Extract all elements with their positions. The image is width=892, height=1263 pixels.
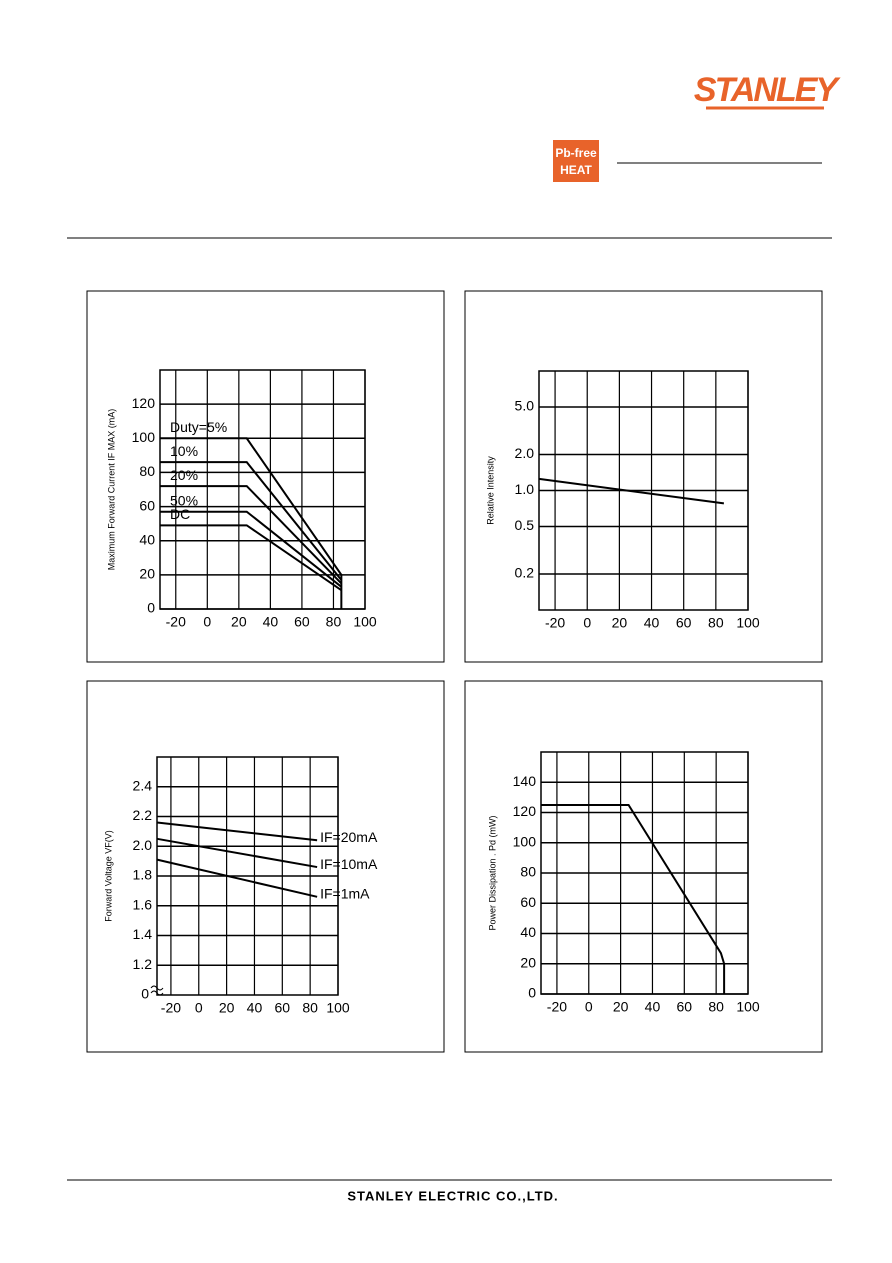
footer: STANLEY ELECTRIC CO.,LTD. <box>347 1188 558 1203</box>
series-label: IF=20mA <box>320 829 378 845</box>
x-tick-label: 40 <box>645 999 661 1015</box>
x-tick-label: 0 <box>195 1000 203 1016</box>
series-line <box>160 485 343 585</box>
y-tick-label: 120 <box>132 395 156 411</box>
y-break-label: 0 <box>141 986 149 1002</box>
y-tick-label: 20 <box>139 566 155 582</box>
series-line <box>541 803 726 994</box>
x-tick-label: 100 <box>736 615 760 631</box>
y-tick-label: 60 <box>139 497 155 513</box>
y-tick-label: 0.2 <box>515 565 535 581</box>
x-tick-label: 60 <box>677 999 693 1015</box>
chart-frame <box>464 290 823 663</box>
chart-frame <box>86 680 445 1053</box>
chart-frame <box>464 680 823 1053</box>
series-label: IF=1mA <box>320 886 370 902</box>
y-tick-label: 2.2 <box>133 807 153 823</box>
y-tick-label: 80 <box>520 864 536 880</box>
y-tick-label: 1.4 <box>133 926 153 942</box>
series-label: Duty=5% <box>170 419 227 435</box>
y-tick-label: 0.5 <box>515 517 535 533</box>
y-tick-label: 5.0 <box>515 398 535 414</box>
x-tick-label: 0 <box>585 999 593 1015</box>
badge-line: Pb-free <box>555 146 597 160</box>
series-label: 10% <box>170 443 198 459</box>
y-tick-label: 0 <box>147 600 155 616</box>
series-label: 50% <box>170 492 198 508</box>
x-tick-label: 100 <box>353 614 377 630</box>
x-tick-label: 80 <box>708 615 724 631</box>
y-tick-label: 120 <box>513 803 537 819</box>
x-tick-label: 20 <box>231 614 247 630</box>
series-line <box>156 858 318 898</box>
y-tick-label: 2.0 <box>133 837 153 853</box>
x-tick-label: 100 <box>736 999 760 1015</box>
y-tick-label: 100 <box>513 833 537 849</box>
y-tick-label: 40 <box>520 924 536 940</box>
series-label: IF=10mA <box>320 856 378 872</box>
x-tick-label: 80 <box>326 614 342 630</box>
y-tick-label: 140 <box>513 773 537 789</box>
y-tick-label: 1.2 <box>133 956 153 972</box>
y-tick-label: 1.0 <box>515 481 535 497</box>
x-tick-label: 60 <box>676 615 692 631</box>
x-tick-label: 20 <box>612 615 628 631</box>
x-tick-label: 20 <box>219 1000 235 1016</box>
x-tick-label: -20 <box>545 615 565 631</box>
x-tick-label: 40 <box>644 615 660 631</box>
badge-line: HEAT <box>560 163 592 177</box>
y-tick-label: 1.8 <box>133 867 153 883</box>
x-tick-label: 80 <box>708 999 724 1015</box>
plot-area <box>159 369 366 610</box>
x-tick-label: -20 <box>166 614 186 630</box>
series-label: 20% <box>170 467 198 483</box>
series-line <box>156 837 318 869</box>
series-line <box>160 461 343 581</box>
series-line <box>160 437 343 609</box>
y-tick-label: 100 <box>132 429 156 445</box>
y-axis-label: Maximum Forward Current IF MAX (mA) <box>106 409 116 571</box>
x-tick-label: -20 <box>161 1000 181 1016</box>
y-axis-label: Relative Intensity <box>485 456 495 525</box>
x-tick-label: 0 <box>583 615 591 631</box>
y-tick-label: 2.0 <box>515 445 535 461</box>
series-line <box>160 524 342 592</box>
x-tick-label: 40 <box>247 1000 263 1016</box>
x-tick-label: 80 <box>302 1000 318 1016</box>
series-line <box>538 477 725 505</box>
series-label: DC <box>170 506 190 522</box>
x-tick-label: 60 <box>275 1000 291 1016</box>
badge <box>553 140 599 182</box>
y-tick-label: 2.4 <box>133 777 153 793</box>
y-axis-label: Power Dissipation . Pd (mW) <box>487 815 497 930</box>
x-tick-label: 0 <box>203 614 211 630</box>
series-line <box>156 821 318 842</box>
x-tick-label: 40 <box>263 614 279 630</box>
x-tick-label: 60 <box>294 614 310 630</box>
y-tick-label: 60 <box>520 894 536 910</box>
x-tick-label: -20 <box>547 999 567 1015</box>
x-tick-label: 100 <box>326 1000 350 1016</box>
logo: STANLEY <box>694 71 841 109</box>
x-tick-label: 20 <box>613 999 629 1015</box>
series-line <box>160 510 342 588</box>
chart-frame <box>86 290 445 663</box>
y-tick-label: 0 <box>528 985 536 1001</box>
y-axis-label: Forward Voltage VF(V) <box>103 830 113 922</box>
y-tick-label: 40 <box>139 531 155 547</box>
y-tick-label: 20 <box>520 954 536 970</box>
y-tick-label: 1.6 <box>133 896 153 912</box>
y-tick-label: 80 <box>139 463 155 479</box>
